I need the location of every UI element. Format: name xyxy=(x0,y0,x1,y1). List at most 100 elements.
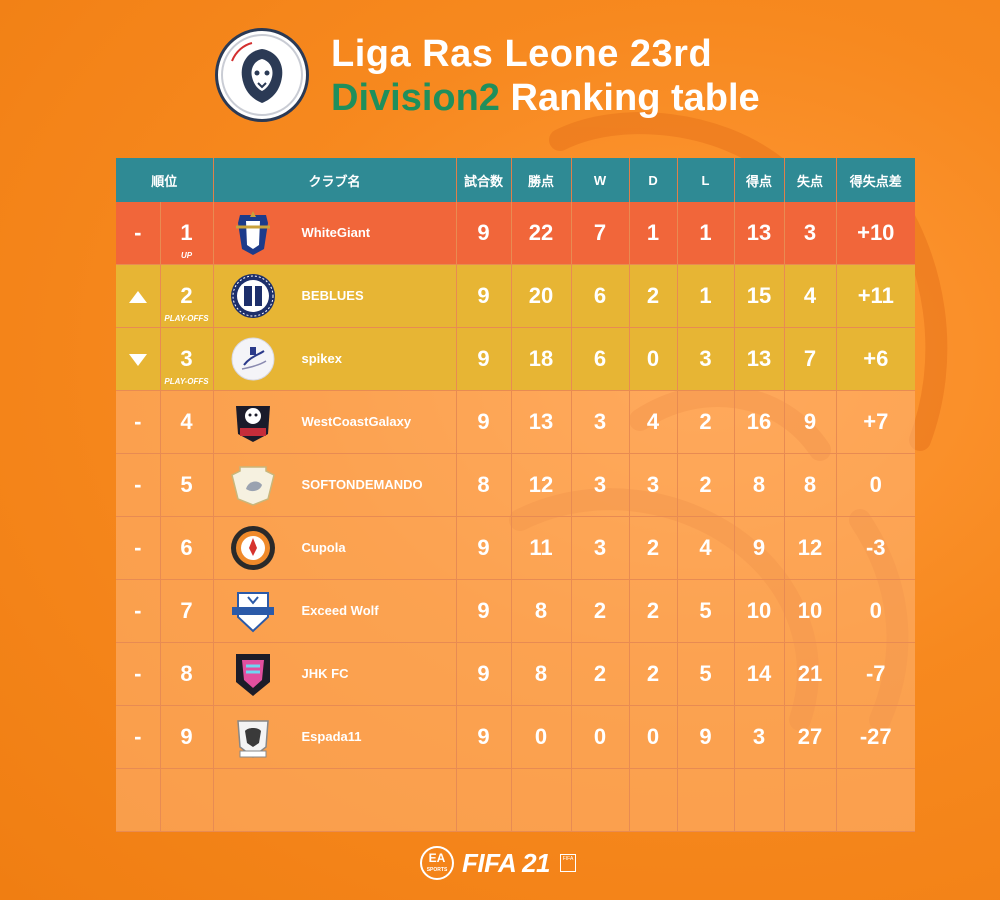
col-goals-against: 失点 xyxy=(784,158,837,202)
movement-indicator: - xyxy=(116,579,161,643)
played-cell: 9 xyxy=(456,327,512,391)
col-club: クラブ名 xyxy=(213,158,457,202)
empty-cell xyxy=(734,768,785,832)
losses-cell: 9 xyxy=(677,705,735,769)
movement-indicator: - xyxy=(116,516,161,580)
draws-cell: 0 xyxy=(629,705,678,769)
table-row: - 7 Exceed Wolf 9 8 2 2 5 10 10 0 xyxy=(116,579,916,643)
club-crest-icon xyxy=(230,526,275,570)
goals-for-cell: 9 xyxy=(734,516,785,580)
movement-indicator: - xyxy=(116,390,161,454)
wins-cell: 3 xyxy=(571,453,630,517)
club-name: SOFTONDEMANDO xyxy=(301,477,423,492)
movement-indicator: - xyxy=(116,453,161,517)
goals-against-cell: 3 xyxy=(784,202,837,265)
wins-cell: 0 xyxy=(571,705,630,769)
club-crest-icon xyxy=(230,466,275,506)
played-cell: 9 xyxy=(456,202,512,265)
empty-cell xyxy=(784,768,837,832)
goals-against-cell: 21 xyxy=(784,642,837,706)
ea-text: EA xyxy=(428,851,446,865)
table-row: - 4 WestCoastGalaxy 9 13 3 4 2 16 9 +7 xyxy=(116,390,916,454)
club-name: WhiteGiant xyxy=(301,225,371,240)
draws-cell: 2 xyxy=(629,516,678,580)
movement-indicator xyxy=(116,264,161,328)
points-cell: 8 xyxy=(511,579,572,643)
wins-cell: 2 xyxy=(571,579,630,643)
club-name: BEBLUES xyxy=(301,288,364,303)
goals-against-cell: 8 xyxy=(784,453,837,517)
draws-cell: 1 xyxy=(629,202,678,265)
game-title: FIFA 21 xyxy=(462,848,551,878)
club-cell: Cupola xyxy=(213,516,457,580)
footer-branding: EA SPORTS FIFA 21 FIFA xyxy=(420,842,580,886)
wins-cell: 2 xyxy=(571,642,630,706)
goal-diff-cell: 0 xyxy=(836,453,916,517)
empty-cell xyxy=(629,768,678,832)
goals-against-cell: 10 xyxy=(784,579,837,643)
goals-against-cell: 9 xyxy=(784,390,837,454)
goals-against-cell: 27 xyxy=(784,705,837,769)
goals-against-cell: 7 xyxy=(784,327,837,391)
position-cell: 6 xyxy=(160,516,214,580)
club-name: spikex xyxy=(301,351,342,366)
position-cell: 3 PLAY-OFFS xyxy=(160,327,214,391)
draws-cell: 3 xyxy=(629,453,678,517)
table-row: - 5 SOFTONDEMANDO 8 12 3 3 2 8 8 0 xyxy=(116,453,916,517)
club-name: JHK FC xyxy=(301,666,349,681)
losses-cell: 3 xyxy=(677,327,735,391)
movement-indicator: - xyxy=(116,705,161,769)
points-cell: 0 xyxy=(511,705,572,769)
club-cell: JHK FC xyxy=(213,642,457,706)
col-goals-for: 得点 xyxy=(734,158,785,202)
movement-indicator: - xyxy=(116,642,161,706)
position-number: 2 xyxy=(180,283,193,308)
club-cell: Espada11 xyxy=(213,705,457,769)
position-number: 8 xyxy=(180,661,193,686)
club-name: Exceed Wolf xyxy=(301,603,379,618)
table-row: 2 PLAY-OFFS BEBLUES 9 20 6 2 1 15 4 +11 xyxy=(116,264,916,328)
played-cell: 9 xyxy=(456,390,512,454)
table-row: - 1 UP WhiteGiant 9 22 7 1 1 13 3 +10 xyxy=(116,202,916,265)
col-played: 試合数 xyxy=(456,158,512,202)
col-goal-diff: 得失点差 xyxy=(836,158,916,202)
wins-cell: 7 xyxy=(571,202,630,265)
movement-indicator xyxy=(116,327,161,391)
table-row: - 8 JHK FC 9 8 2 2 5 14 21 -7 xyxy=(116,642,916,706)
points-cell: 8 xyxy=(511,642,572,706)
losses-cell: 1 xyxy=(677,202,735,265)
empty-cell xyxy=(571,768,630,832)
points-cell: 20 xyxy=(511,264,572,328)
points-cell: 11 xyxy=(511,516,572,580)
wins-cell: 6 xyxy=(571,327,630,391)
down-arrow-icon xyxy=(128,354,147,366)
draws-cell: 2 xyxy=(629,579,678,643)
losses-cell: 2 xyxy=(677,390,735,454)
club-cell: Exceed Wolf xyxy=(213,579,457,643)
position-note: PLAY-OFFS xyxy=(164,377,209,386)
col-wins: W xyxy=(571,158,630,202)
club-crest-icon xyxy=(235,406,270,442)
played-cell: 9 xyxy=(456,642,512,706)
ranking-table: 順位 クラブ名 試合数 勝点 W D L 得点 失点 得失点差 - 1 UP xyxy=(116,158,916,832)
wins-cell: 3 xyxy=(571,516,630,580)
ranking-table-label: Ranking table xyxy=(499,77,760,119)
points-cell: 13 xyxy=(511,390,572,454)
goals-for-cell: 16 xyxy=(734,390,785,454)
goals-for-cell: 3 xyxy=(734,705,785,769)
position-cell: 5 xyxy=(160,453,214,517)
division-label: Division2 xyxy=(331,77,500,119)
played-cell: 9 xyxy=(456,264,512,328)
club-cell: SOFTONDEMANDO xyxy=(213,453,457,517)
goal-diff-cell: -7 xyxy=(836,642,916,706)
club-cell: BEBLUES xyxy=(213,264,457,328)
goals-for-cell: 15 xyxy=(734,264,785,328)
wins-cell: 3 xyxy=(571,390,630,454)
position-number: 1 xyxy=(180,220,193,245)
col-rank: 順位 xyxy=(116,158,214,202)
goal-diff-cell: 0 xyxy=(836,579,916,643)
goal-diff-cell: +10 xyxy=(836,202,916,265)
position-cell: 7 xyxy=(160,579,214,643)
goal-diff-cell: +11 xyxy=(836,264,916,328)
table-row: - 6 Cupola 9 11 3 2 4 9 12 -3 xyxy=(116,516,916,580)
